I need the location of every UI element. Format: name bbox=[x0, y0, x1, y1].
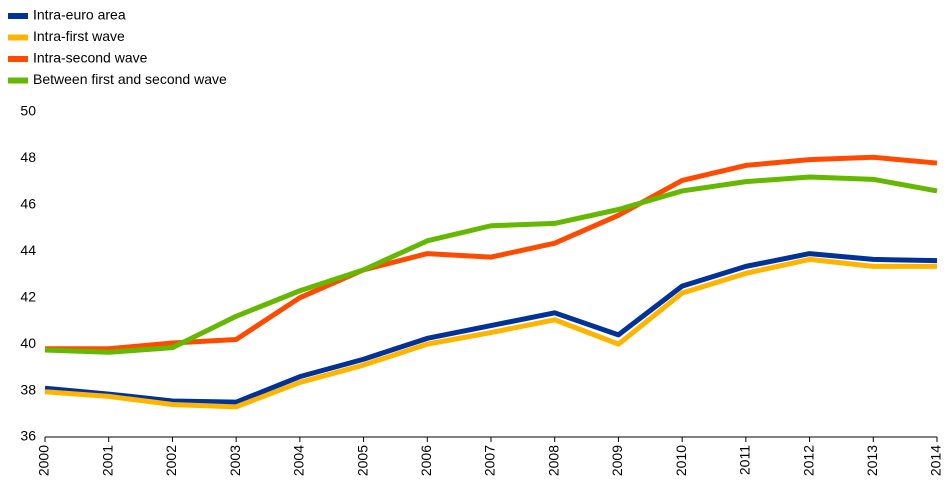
series-line bbox=[44, 174, 938, 355]
legend-label: Intra-euro area bbox=[33, 7, 126, 23]
x-tick-label: 2007 bbox=[482, 445, 498, 476]
x-tick-label: 2011 bbox=[737, 445, 753, 475]
legend-label: Intra-second wave bbox=[33, 50, 148, 66]
legend-label: Between first and second wave bbox=[33, 71, 227, 87]
y-tick-label: 40 bbox=[20, 335, 36, 351]
x-tick-label: 2008 bbox=[545, 445, 561, 476]
x-tick-label: 2009 bbox=[609, 445, 625, 476]
x-tick-label: 2012 bbox=[800, 445, 816, 476]
legend-swatch bbox=[8, 77, 28, 84]
y-tick-label: 46 bbox=[20, 196, 36, 212]
x-tick-label: 2002 bbox=[163, 445, 179, 476]
x-tick-label: 2013 bbox=[864, 445, 880, 476]
x-tick-label: 2010 bbox=[673, 445, 689, 476]
x-tick-label: 2005 bbox=[354, 445, 370, 476]
y-tick-label: 42 bbox=[20, 288, 36, 304]
series-line bbox=[45, 154, 938, 352]
y-tick-label: 38 bbox=[20, 381, 36, 397]
y-tick-label: 36 bbox=[20, 428, 36, 444]
x-tick-label: 2006 bbox=[418, 445, 434, 476]
legend-swatch bbox=[8, 34, 28, 41]
series-line bbox=[44, 251, 938, 405]
x-tick-label: 2014 bbox=[928, 445, 944, 476]
series-line bbox=[44, 256, 937, 410]
x-tick-label: 2004 bbox=[291, 445, 307, 476]
legend-label: Intra-first wave bbox=[33, 28, 125, 44]
legend-swatch bbox=[8, 13, 28, 19]
y-tick-label: 44 bbox=[20, 242, 36, 258]
x-tick-label: 2001 bbox=[99, 445, 115, 476]
legend-swatch bbox=[8, 56, 28, 62]
x-tick-label: 2000 bbox=[36, 445, 52, 476]
y-tick-label: 48 bbox=[20, 149, 36, 165]
x-tick-label: 2003 bbox=[227, 445, 243, 476]
y-tick-label: 50 bbox=[20, 103, 36, 119]
